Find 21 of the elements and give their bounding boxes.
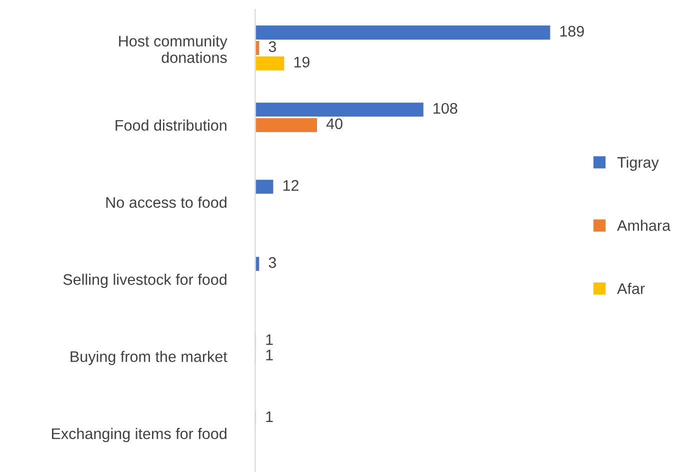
data-label: 19: [294, 56, 310, 68]
data-label: 3: [268, 257, 276, 268]
data-label: 12: [283, 180, 298, 191]
y-tick-label: Food distribution: [116, 120, 226, 131]
data-label: 1: [266, 334, 273, 345]
bar: [255, 255, 261, 272]
legend-label: Tigray: [617, 156, 659, 171]
bar: [255, 178, 275, 196]
y-tick-label: Host community donations: [119, 35, 228, 64]
y-tick-label: No access to food: [106, 196, 226, 208]
y-tick-label: Selling livestock for food: [63, 274, 226, 288]
data-label: 1: [266, 350, 273, 360]
legend-label: Afar: [617, 282, 645, 294]
data-label: 189: [560, 26, 584, 37]
data-label: 3: [268, 41, 276, 52]
y-tick-label: Exchanging items for food: [52, 428, 226, 442]
y-tick-label: Buying from the market: [70, 350, 228, 366]
data-label: 108: [434, 102, 458, 114]
legend-label: Amhara: [617, 220, 671, 231]
data-label: 40: [326, 118, 342, 130]
data-label: 1: [266, 411, 273, 422]
